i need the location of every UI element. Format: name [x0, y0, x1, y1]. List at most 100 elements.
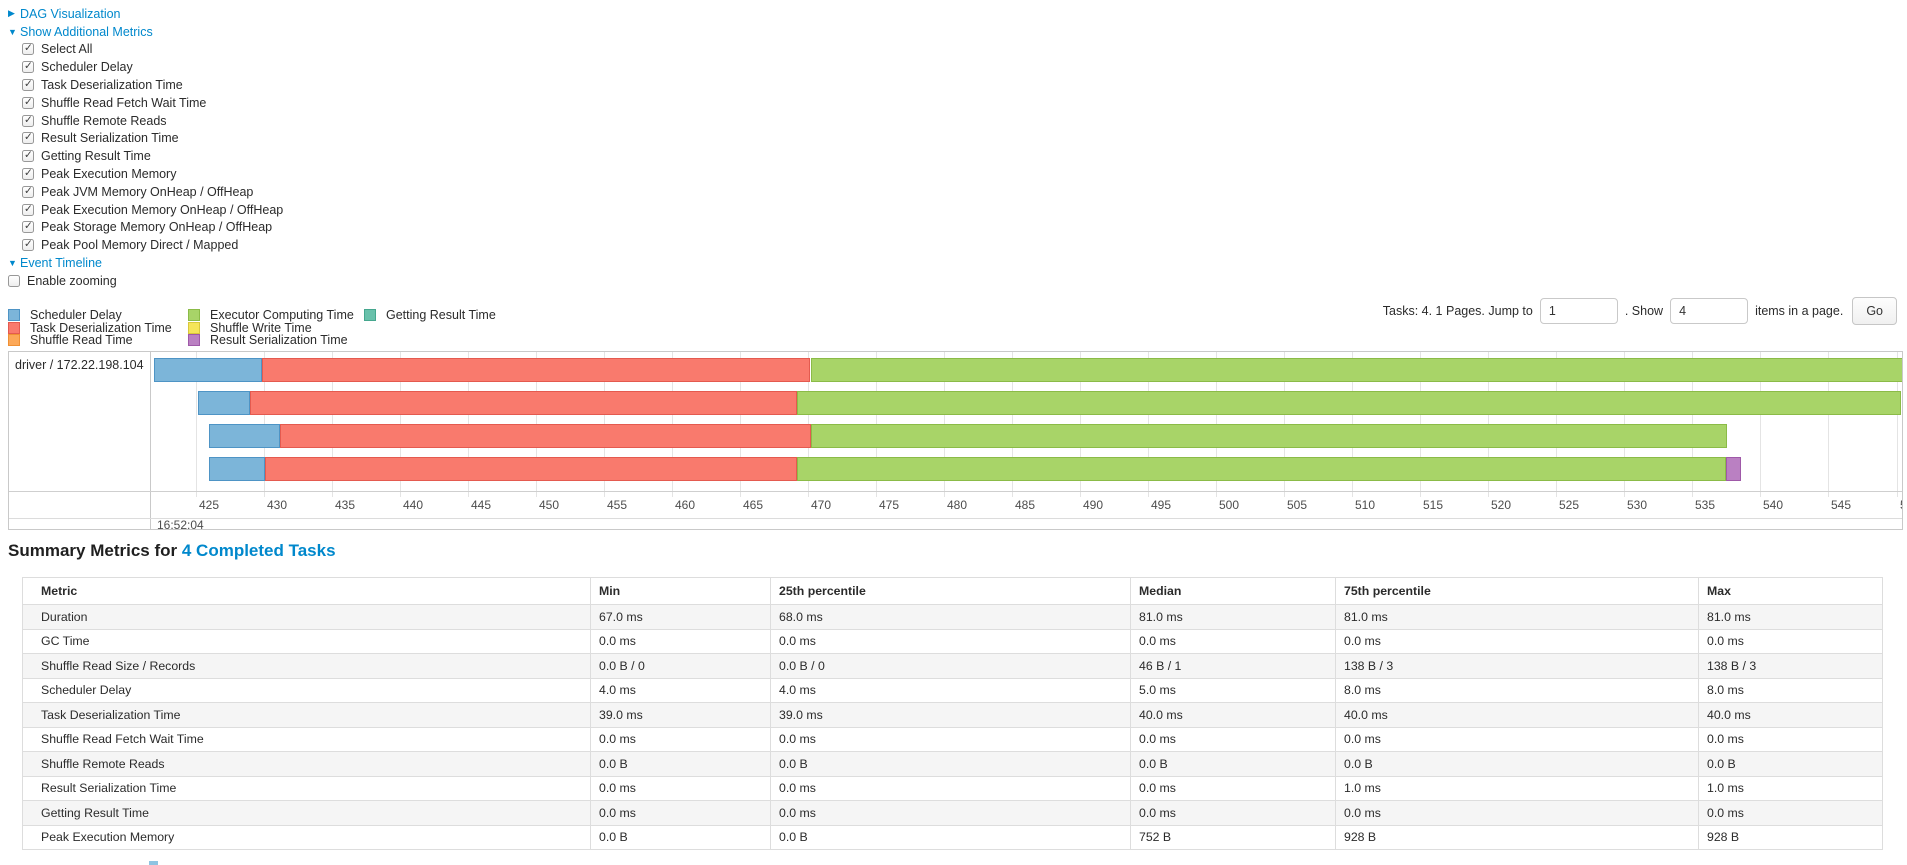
checkbox-checked-icon[interactable] [22, 42, 34, 56]
legend-item: Executor Computing Time [188, 308, 354, 322]
axis-tick-label: 500 [1219, 498, 1240, 512]
legend-column: Getting Result Time [364, 308, 496, 322]
axis-gridline [196, 352, 197, 497]
collapsed-arrow-icon: ▶ [8, 8, 15, 19]
axis-tick-label: 430 [267, 498, 288, 512]
axis-tick-label: 505 [1287, 498, 1308, 512]
timeline-bar-segment-task-deserialization-time[interactable] [265, 457, 797, 481]
table-row: Shuffle Read Fetch Wait Time 0.0 ms 0.0 ms… [22, 726, 1883, 752]
timeline-bar-segment-scheduler-delay[interactable] [209, 424, 280, 448]
table-cell: 67.0 ms [590, 604, 771, 630]
table-cell: 39.0 ms [590, 702, 771, 728]
axis-gridline [1760, 352, 1761, 497]
table-row: Result Serialization Time 0.0 ms 0.0 ms 0.0… [22, 775, 1883, 801]
checkbox-checked-icon[interactable] [22, 220, 34, 234]
axis-tick-label: 480 [947, 498, 968, 512]
additional-metrics-checkbox-list: Select All Scheduler Delay Task Deserializ… [8, 41, 283, 255]
table-cell: Scheduler Delay [22, 677, 591, 703]
axis-gridline [1897, 352, 1898, 497]
axis-tick-label: 545 [1831, 498, 1852, 512]
table-cell: 46 B / 1 [1130, 653, 1336, 679]
timeline-bar-segment-executor-computing-time[interactable] [811, 424, 1727, 448]
show-additional-metrics-toggle[interactable]: ▼ Show Additional Metrics [8, 23, 283, 41]
legend-color-swatch [8, 309, 20, 322]
axis-tick-label: 515 [1423, 498, 1444, 512]
table-header-cell: 25th percentile [770, 577, 1131, 605]
axis-tick-label: 520 [1491, 498, 1512, 512]
jump-to-page-input[interactable] [1539, 298, 1618, 324]
table-cell: 40.0 ms [1335, 702, 1699, 728]
timeline-bar-segment-task-deserialization-time[interactable] [262, 358, 810, 382]
legend-color-swatch [188, 309, 200, 322]
table-cell: 0.0 B [1698, 751, 1883, 777]
checkbox-checked-icon[interactable] [22, 96, 34, 109]
go-button[interactable]: Go [1852, 297, 1897, 325]
items-per-page-input[interactable] [1670, 298, 1749, 324]
table-cell: 1.0 ms [1698, 775, 1883, 801]
event-timeline-link[interactable]: Event Timeline [20, 256, 102, 271]
checkbox-checked-icon[interactable] [22, 131, 34, 145]
checkbox-checked-icon[interactable] [22, 78, 34, 92]
table-cell: 0.0 B [1335, 751, 1699, 777]
dag-visualization-toggle[interactable]: ▶ DAG Visualization [8, 5, 283, 23]
timeline-plot-area[interactable]: 425 430 435 440 445 450 455 460 465 470 475 480 485 4… [152, 352, 1902, 518]
next-section-cutoff-fragment [149, 861, 158, 865]
table-cell: Task Deserialization Time [22, 702, 591, 728]
metric-checkbox-row: Shuffle Remote Reads [22, 112, 283, 130]
table-row: Peak Execution Memory 0.0 B 0.0 B 752 B 928 … [22, 824, 1883, 850]
legend-color-swatch [8, 334, 20, 347]
checkbox-checked-icon[interactable] [22, 185, 34, 198]
dag-visualization-link[interactable]: DAG Visualization [20, 6, 121, 21]
metric-checkbox-label: Peak Pool Memory Direct / Mapped [41, 238, 239, 253]
timeline-bar-segment-executor-computing-time[interactable] [797, 457, 1726, 481]
table-cell: GC Time [22, 628, 591, 654]
table-cell: 0.0 ms [590, 775, 771, 801]
timeline-bar-segment-task-deserialization-time[interactable] [250, 391, 797, 415]
table-cell: 0.0 ms [770, 628, 1131, 654]
table-cell: 0.0 ms [1698, 800, 1883, 826]
timeline-bar-segment-scheduler-delay[interactable] [198, 391, 250, 415]
axis-tick-label: 550 [1900, 498, 1902, 512]
metric-checkbox-row: Peak JVM Memory OnHeap / OffHeap [22, 183, 283, 201]
checkbox-checked-icon[interactable] [22, 114, 34, 127]
table-cell: 0.0 B / 0 [590, 653, 771, 679]
table-cell: 0.0 B / 0 [770, 653, 1131, 679]
table-cell: 39.0 ms [770, 702, 1131, 728]
event-timeline-toggle[interactable]: ▼ Event Timeline [8, 254, 283, 272]
metric-checkbox-row: Getting Result Time [22, 147, 283, 165]
metric-checkbox-label: Shuffle Remote Reads [41, 113, 167, 128]
timeline-bar-segment-result-serialization-time[interactable] [1726, 457, 1741, 481]
metric-checkbox-label: Select All [41, 42, 93, 57]
timeline-bar-segment-task-deserialization-time[interactable] [280, 424, 811, 448]
table-cell: 8.0 ms [1698, 677, 1883, 703]
table-cell: 8.0 ms [1335, 677, 1699, 703]
summary-metrics-table: Metric Min 25th percentile Median 75th perce… [22, 577, 1883, 850]
table-cell: Getting Result Time [22, 800, 591, 826]
checkbox-checked-icon[interactable] [22, 60, 34, 74]
timeline-bar-segment-executor-computing-time[interactable] [811, 358, 1902, 382]
timeline-bar-segment-scheduler-delay[interactable] [154, 358, 262, 382]
table-cell: 4.0 ms [590, 677, 771, 703]
completed-tasks-link[interactable]: 4 Completed Tasks [181, 541, 336, 560]
table-cell: 0.0 ms [1130, 628, 1336, 654]
show-additional-metrics-link[interactable]: Show Additional Metrics [20, 24, 153, 39]
timeline-bar-segment-executor-computing-time[interactable] [797, 391, 1901, 415]
metric-checkbox-row: Result Serialization Time [22, 130, 283, 148]
axis-tick-label: 435 [335, 498, 356, 512]
legend-column: Executor Computing Time Shuffle Write Tim… [188, 308, 354, 347]
axis-tick-label: 440 [403, 498, 424, 512]
checkbox-checked-icon[interactable] [22, 238, 34, 252]
axis-tick-label: 455 [607, 498, 628, 512]
checkbox-checked-icon[interactable] [22, 167, 34, 181]
checkbox-checked-icon[interactable] [22, 203, 34, 216]
table-cell: 0.0 B [770, 751, 1131, 777]
timeline-bar-segment-scheduler-delay[interactable] [209, 457, 265, 481]
metric-checkbox-label: Peak JVM Memory OnHeap / OffHeap [41, 184, 254, 199]
legend-label: Shuffle Read Time [30, 333, 133, 348]
table-cell: 40.0 ms [1698, 702, 1883, 728]
checkbox-checked-icon[interactable] [22, 149, 34, 163]
table-cell: 0.0 ms [1698, 726, 1883, 752]
table-header-cell: 75th percentile [1335, 577, 1699, 605]
metric-checkbox-row: Select All [22, 41, 283, 59]
enable-zooming-checkbox[interactable] [8, 274, 20, 287]
